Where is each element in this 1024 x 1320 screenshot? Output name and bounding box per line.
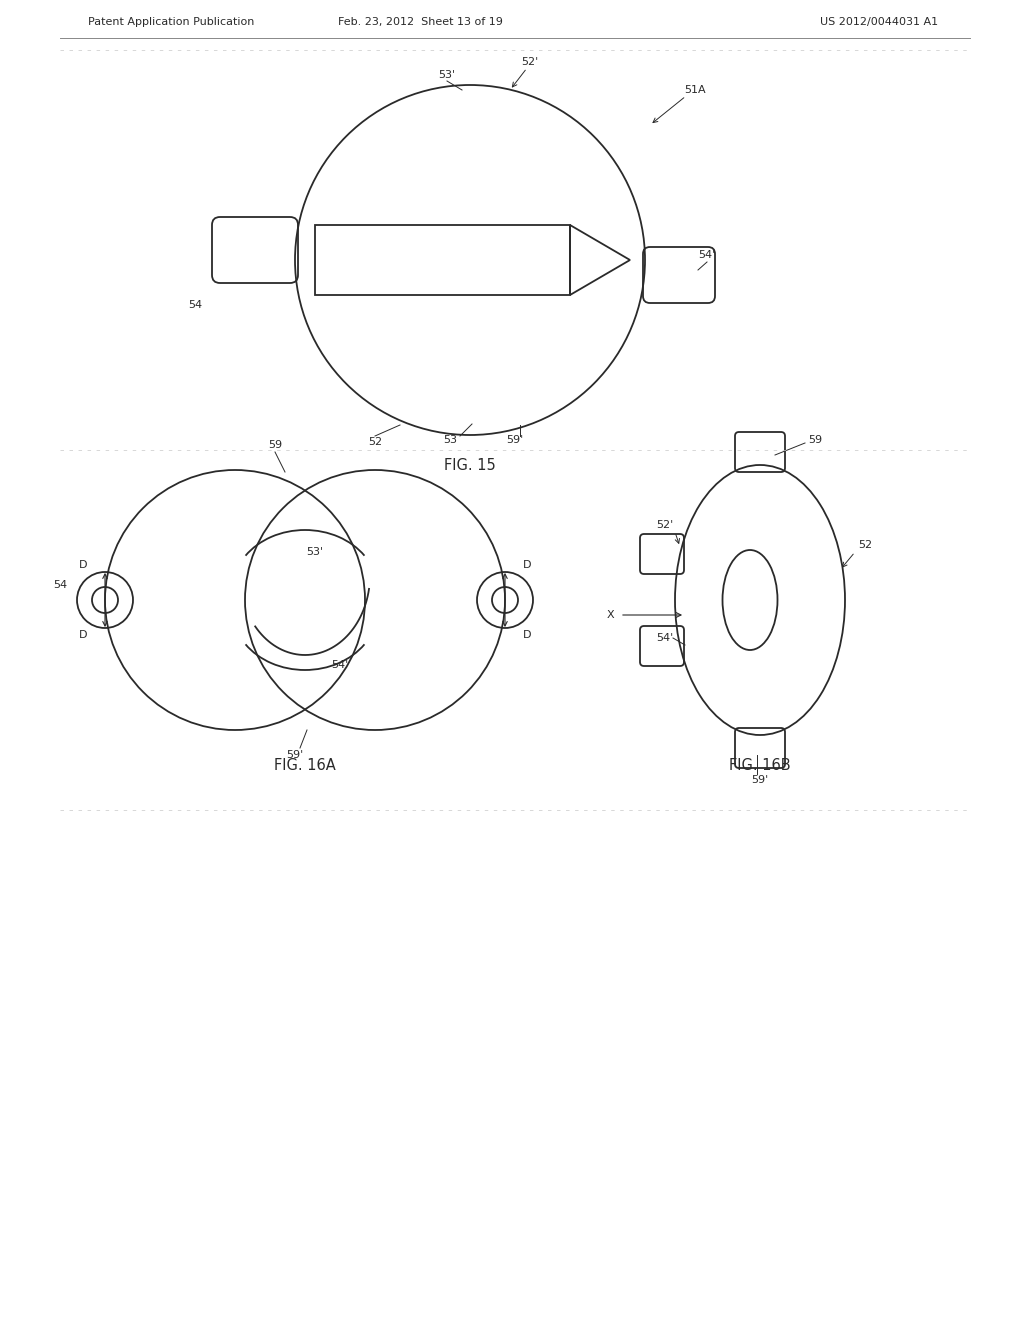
Text: 59': 59': [507, 436, 523, 445]
Text: 53': 53': [306, 546, 324, 557]
Bar: [315, 224, 570, 294]
Text: 54': 54': [698, 249, 716, 260]
Text: Feb. 23, 2012  Sheet 13 of 19: Feb. 23, 2012 Sheet 13 of 19: [338, 17, 503, 26]
Text: 54': 54': [656, 634, 674, 643]
Text: 59': 59': [287, 750, 304, 760]
Text: D: D: [522, 560, 531, 570]
Text: D: D: [79, 560, 87, 570]
Text: 53: 53: [443, 436, 457, 445]
Text: 52: 52: [858, 540, 872, 550]
Text: FIG. 16A: FIG. 16A: [274, 758, 336, 772]
Text: 54: 54: [188, 300, 202, 310]
Text: 54: 54: [53, 579, 67, 590]
Text: 59: 59: [268, 440, 282, 450]
Text: 52': 52': [656, 520, 674, 531]
Text: FIG. 16B: FIG. 16B: [729, 758, 791, 772]
Text: Patent Application Publication: Patent Application Publication: [88, 17, 254, 26]
Text: 53': 53': [438, 70, 456, 81]
Text: US 2012/0044031 A1: US 2012/0044031 A1: [820, 17, 938, 26]
Text: FIG. 15: FIG. 15: [444, 458, 496, 473]
Text: D: D: [79, 630, 87, 640]
Text: 59': 59': [752, 775, 769, 785]
Text: 54': 54': [332, 660, 348, 671]
Text: 59: 59: [808, 436, 822, 445]
Text: X: X: [606, 610, 613, 620]
Text: 52': 52': [521, 57, 539, 67]
Text: D: D: [522, 630, 531, 640]
Text: 51A: 51A: [684, 84, 706, 95]
Text: 52: 52: [368, 437, 382, 447]
